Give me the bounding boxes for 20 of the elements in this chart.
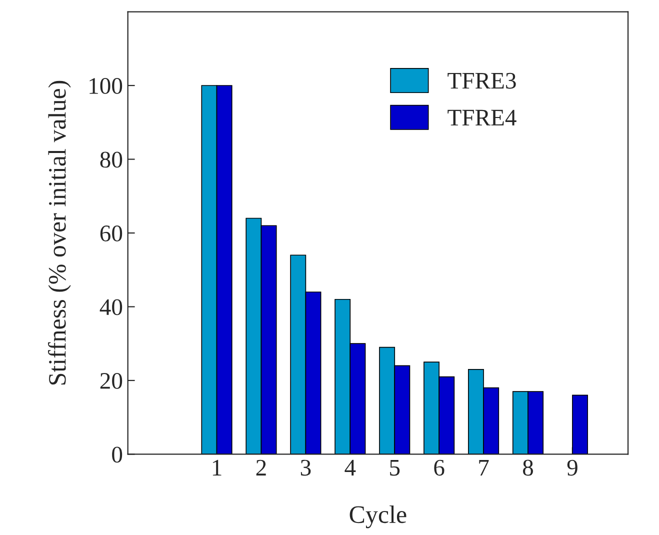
- x-tick-label: 3: [300, 460, 311, 476]
- x-tick-label: 1: [212, 460, 222, 476]
- x-tick-label: 9: [567, 460, 578, 476]
- y-tick-label: 100: [90, 78, 122, 94]
- y-axis-title: Stiffness (% over initial value): [48, 80, 71, 385]
- x-tick-label: 5: [390, 460, 400, 476]
- legend-label: TFRE3: [448, 72, 516, 89]
- legend-label: TFRE4: [448, 110, 516, 126]
- x-tick-label: 7: [479, 460, 489, 476]
- y-tick-label: 0: [112, 446, 122, 463]
- y-tick-label: 80: [100, 152, 122, 168]
- x-tick-label: 2: [256, 460, 266, 476]
- y-tick-label: 20: [100, 372, 122, 389]
- x-tick-label: 8: [522, 460, 533, 476]
- x-tick-label: 6: [434, 460, 444, 476]
- bar: [572, 394, 588, 454]
- y-tick-label: 60: [100, 225, 122, 242]
- x-axis-title: Cycle: [350, 505, 406, 528]
- y-tick-label: 40: [100, 299, 122, 316]
- x-tick-label: 4: [344, 460, 356, 476]
